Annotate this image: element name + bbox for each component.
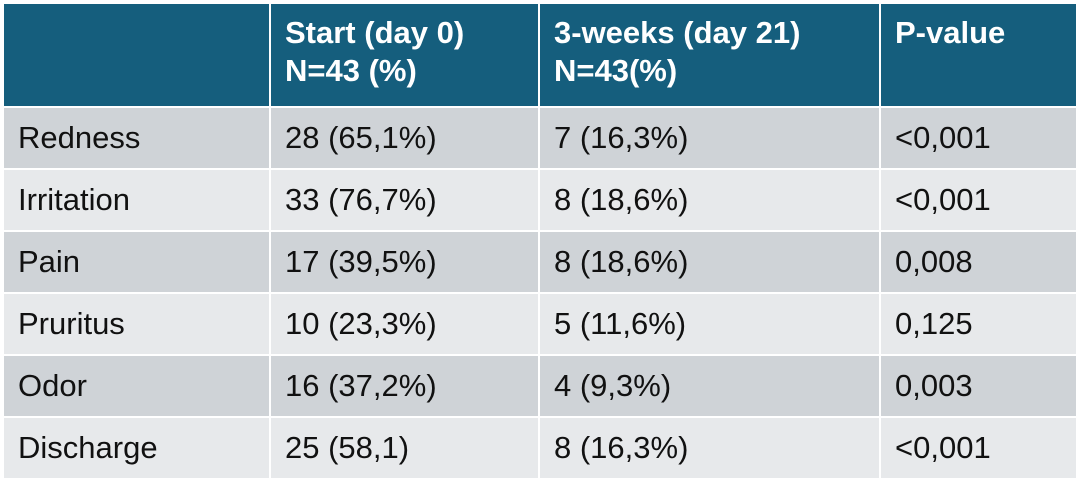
cell-week3: 4 (9,3%) — [538, 354, 881, 418]
cell-start: 16 (37,2%) — [269, 354, 540, 418]
cell-week3: 8 (16,3%) — [538, 416, 881, 480]
table-row: Discharge 25 (58,1) 8 (16,3%) <0,001 — [2, 416, 1078, 480]
header-cell-week3: 3-weeks (day 21) N=43(%) — [538, 2, 881, 108]
cell-start: 28 (65,1%) — [269, 106, 540, 170]
cell-symptom: Discharge — [2, 416, 271, 480]
cell-pvalue: 0,008 — [879, 230, 1078, 294]
table-row: Pruritus 10 (23,3%) 5 (11,6%) 0,125 — [2, 292, 1078, 356]
cell-start: 25 (58,1) — [269, 416, 540, 480]
cell-week3: 8 (18,6%) — [538, 168, 881, 232]
results-table-container: Start (day 0) N=43 (%) 3-weeks (day 21) … — [2, 2, 1078, 480]
header-cell-start: Start (day 0) N=43 (%) — [269, 2, 540, 108]
table-row: Odor 16 (37,2%) 4 (9,3%) 0,003 — [2, 354, 1078, 418]
cell-start: 17 (39,5%) — [269, 230, 540, 294]
cell-week3: 5 (11,6%) — [538, 292, 881, 356]
header-start-line2: N=43 (%) — [285, 53, 417, 88]
header-week3-line2: N=43(%) — [554, 53, 678, 88]
header-cell-pvalue: P-value — [879, 2, 1078, 108]
table-row: Redness 28 (65,1%) 7 (16,3%) <0,001 — [2, 106, 1078, 170]
cell-symptom: Odor — [2, 354, 271, 418]
cell-pvalue: <0,001 — [879, 416, 1078, 480]
table-row: Irritation 33 (76,7%) 8 (18,6%) <0,001 — [2, 168, 1078, 232]
header-pvalue-line1: P-value — [895, 15, 1006, 50]
table-header-row: Start (day 0) N=43 (%) 3-weeks (day 21) … — [2, 2, 1078, 108]
symptom-results-table: Start (day 0) N=43 (%) 3-weeks (day 21) … — [2, 2, 1078, 480]
cell-start: 33 (76,7%) — [269, 168, 540, 232]
cell-pvalue: 0,125 — [879, 292, 1078, 356]
table-row: Pain 17 (39,5%) 8 (18,6%) 0,008 — [2, 230, 1078, 294]
header-week3-line1: 3-weeks (day 21) — [554, 15, 801, 50]
header-cell-symptom — [2, 2, 271, 108]
cell-symptom: Irritation — [2, 168, 271, 232]
cell-pvalue: <0,001 — [879, 106, 1078, 170]
cell-pvalue: 0,003 — [879, 354, 1078, 418]
cell-week3: 7 (16,3%) — [538, 106, 881, 170]
header-start-line1: Start (day 0) — [285, 15, 465, 50]
cell-pvalue: <0,001 — [879, 168, 1078, 232]
cell-symptom: Redness — [2, 106, 271, 170]
cell-symptom: Pain — [2, 230, 271, 294]
cell-start: 10 (23,3%) — [269, 292, 540, 356]
cell-week3: 8 (18,6%) — [538, 230, 881, 294]
cell-symptom: Pruritus — [2, 292, 271, 356]
